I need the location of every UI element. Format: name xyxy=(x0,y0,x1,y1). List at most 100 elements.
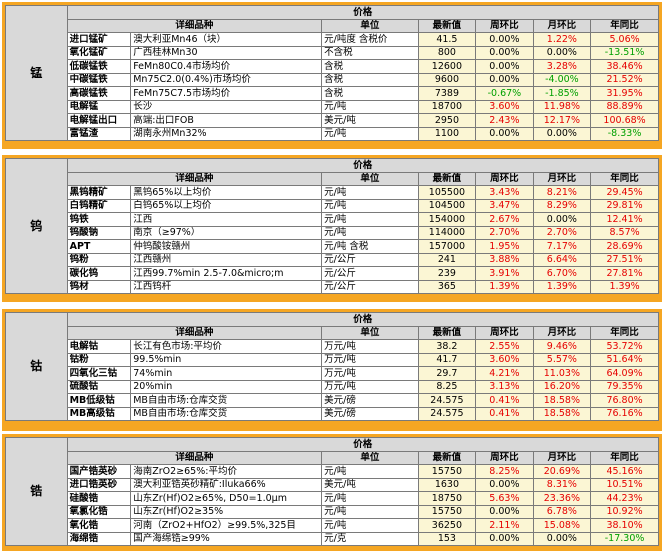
latest-value: 29.7 xyxy=(417,366,477,381)
month-change: 11.03% xyxy=(532,366,592,381)
product-unit: 万元/吨 xyxy=(321,339,419,354)
table-row: 电解锰出口 高端:出口FOB 美元/吨 2950 2.43% 12.17% 100.68% xyxy=(6,113,659,128)
week-change: 0.00% xyxy=(475,504,534,519)
table-row: 钨酸钠 南京（≥97%） 元/吨 114000 2.70% 2.70% 8.57% xyxy=(6,225,659,240)
price-table: 钴价格 详细品种 单位 最新值 周环比 月环比 年同比 电解钴 长江有色市场:平均价 万元/吨 38… xyxy=(5,312,660,421)
week-change: 3.88% xyxy=(475,252,534,267)
column-header-latest: 最新值 xyxy=(417,171,477,186)
product-spec: 江西99.7%min 2.5-7.0&micro;m xyxy=(130,266,323,281)
column-header-name: 详细品种 xyxy=(66,450,323,465)
product-unit: 美元/吨 xyxy=(321,477,419,492)
section-manganese: 锰价格 详细品种 单位 最新值 周环比 月环比 年同比 进口锰矿 澳大利亚Mn46（块） 元/吨度… xyxy=(2,2,662,149)
week-change: 5.63% xyxy=(475,491,534,506)
latest-value: 36250 xyxy=(417,518,477,533)
column-header-unit: 单位 xyxy=(321,18,419,33)
year-change: 76.16% xyxy=(590,406,659,421)
table-row: MB低级钴 MB自由市场:仓库交货 美元/磅 24.575 0.41% 18.58% 76.… xyxy=(6,393,659,408)
week-change: 3.60% xyxy=(475,352,534,367)
product-unit: 美元/吨 xyxy=(321,113,419,128)
table-row: 钨粉 江西赣州 元/公斤 241 3.88% 6.64% 27.51% xyxy=(6,252,659,267)
product-unit: 元/吨 含税 xyxy=(321,239,419,254)
week-change: 0.00% xyxy=(475,59,534,74)
month-change: 9.46% xyxy=(532,339,592,354)
product-name: 氧氯化锆 xyxy=(66,504,132,519)
product-spec: 高端:出口FOB xyxy=(130,113,323,128)
week-change: 0.00% xyxy=(475,126,534,141)
latest-value: 2950 xyxy=(417,113,477,128)
product-spec: 澳大利亚锆英砂精矿:Iluka66% xyxy=(130,477,323,492)
column-header-latest: 最新值 xyxy=(417,325,477,340)
column-header-unit: 单位 xyxy=(321,325,419,340)
table-row: 碳化钨 江西99.7%min 2.5-7.0&micro;m 元/公斤 239 3.91… xyxy=(6,266,659,281)
product-name: 白钨精矿 xyxy=(66,198,132,213)
section-label: 锰 xyxy=(5,5,68,141)
product-spec: 江西 xyxy=(130,212,323,227)
product-spec: 广西桂林Mn30 xyxy=(130,45,323,60)
product-name: MB高级钴 xyxy=(66,406,132,421)
year-change: 64.09% xyxy=(590,366,659,381)
week-change: 2.11% xyxy=(475,518,534,533)
latest-value: 24.575 xyxy=(417,406,477,421)
latest-value: 18700 xyxy=(417,99,477,114)
product-unit: 美元/磅 xyxy=(321,406,419,421)
year-change: 38.46% xyxy=(590,59,659,74)
product-unit: 美元/磅 xyxy=(321,393,419,408)
table-row: 海绵锆 国产海绵锆≥99% 元/克 153 0.00% 0.00% -17.30% xyxy=(6,531,659,546)
product-name: 钨铁 xyxy=(66,212,132,227)
table-row: 白钨精矿 白钨65%以上均价 元/吨 104500 3.47% 8.29% 29.81% xyxy=(6,198,659,213)
week-change: 3.47% xyxy=(475,198,534,213)
month-change: 16.20% xyxy=(532,379,592,394)
product-unit: 万元/吨 xyxy=(321,352,419,367)
column-header-name: 详细品种 xyxy=(66,325,323,340)
month-change: -1.85% xyxy=(532,86,592,101)
product-unit: 元/吨 xyxy=(321,491,419,506)
table-row: 中碳锰铁 Mn75C2.0(0.4%)市场均价 含税 9600 0.00% -4.00% 2… xyxy=(6,72,659,87)
latest-value: 153 xyxy=(417,531,477,546)
year-change: 28.69% xyxy=(590,239,659,254)
year-change: 12.41% xyxy=(590,212,659,227)
product-unit: 元/吨 xyxy=(321,99,419,114)
year-change: 29.45% xyxy=(590,185,659,200)
column-header-latest: 最新值 xyxy=(417,18,477,33)
month-change: 6.70% xyxy=(532,266,592,281)
month-change: 15.08% xyxy=(532,518,592,533)
product-spec: 海南ZrO2≥65%:平均价 xyxy=(130,464,323,479)
product-name: 钨酸钠 xyxy=(66,225,132,240)
product-unit: 元/吨 xyxy=(321,504,419,519)
price-header: 价格 xyxy=(66,158,660,173)
price-table: 钨价格 详细品种 单位 最新值 周环比 月环比 年同比 黑钨精矿 黑钨65%以上均价 元/吨 105… xyxy=(5,158,660,294)
year-change: 44.23% xyxy=(590,491,659,506)
product-unit: 元/吨 xyxy=(321,198,419,213)
product-spec: 长江有色市场:平均价 xyxy=(130,339,323,354)
product-name: 钨粉 xyxy=(66,252,132,267)
product-name: 四氧化三钴 xyxy=(66,366,132,381)
table-row: 四氧化三钴 74%min 万元/吨 29.7 4.21% 11.03% 64.09% xyxy=(6,366,659,381)
product-spec: 国产海绵锆≥99% xyxy=(130,531,323,546)
latest-value: 114000 xyxy=(417,225,477,240)
product-name: MB低级钴 xyxy=(66,393,132,408)
column-header-week: 周环比 xyxy=(475,171,534,186)
product-spec: 澳大利亚Mn46（块） xyxy=(130,32,323,47)
month-change: 8.31% xyxy=(532,477,592,492)
month-change: 6.78% xyxy=(532,504,592,519)
product-spec: 黑钨65%以上均价 xyxy=(130,185,323,200)
section-cobalt: 钴价格 详细品种 单位 最新值 周环比 月环比 年同比 电解钴 长江有色市场:平均价 万元/吨 38… xyxy=(2,309,662,431)
column-header-year: 年同比 xyxy=(590,450,659,465)
latest-value: 41.5 xyxy=(417,32,477,47)
latest-value: 365 xyxy=(417,279,477,294)
month-change: -4.00% xyxy=(532,72,592,87)
month-change: 1.39% xyxy=(532,279,592,294)
product-name: 富锰渣 xyxy=(66,126,132,141)
year-change: 76.80% xyxy=(590,393,659,408)
latest-value: 15750 xyxy=(417,504,477,519)
product-unit: 元/公斤 xyxy=(321,252,419,267)
table-row: 进口锰矿 澳大利亚Mn46（块） 元/吨度 含税价 41.5 0.00% 1.22% 5.0… xyxy=(6,32,659,47)
week-change: 2.43% xyxy=(475,113,534,128)
year-change: 21.52% xyxy=(590,72,659,87)
product-unit: 元/吨 xyxy=(321,225,419,240)
product-spec: 山东Zr(Hf)O2≥35% xyxy=(130,504,323,519)
table-row: 硫酸钴 20%min 万元/吨 8.25 3.13% 16.20% 79.35% xyxy=(6,379,659,394)
month-change: 2.70% xyxy=(532,225,592,240)
product-spec: 白钨65%以上均价 xyxy=(130,198,323,213)
product-name: 钴粉 xyxy=(66,352,132,367)
